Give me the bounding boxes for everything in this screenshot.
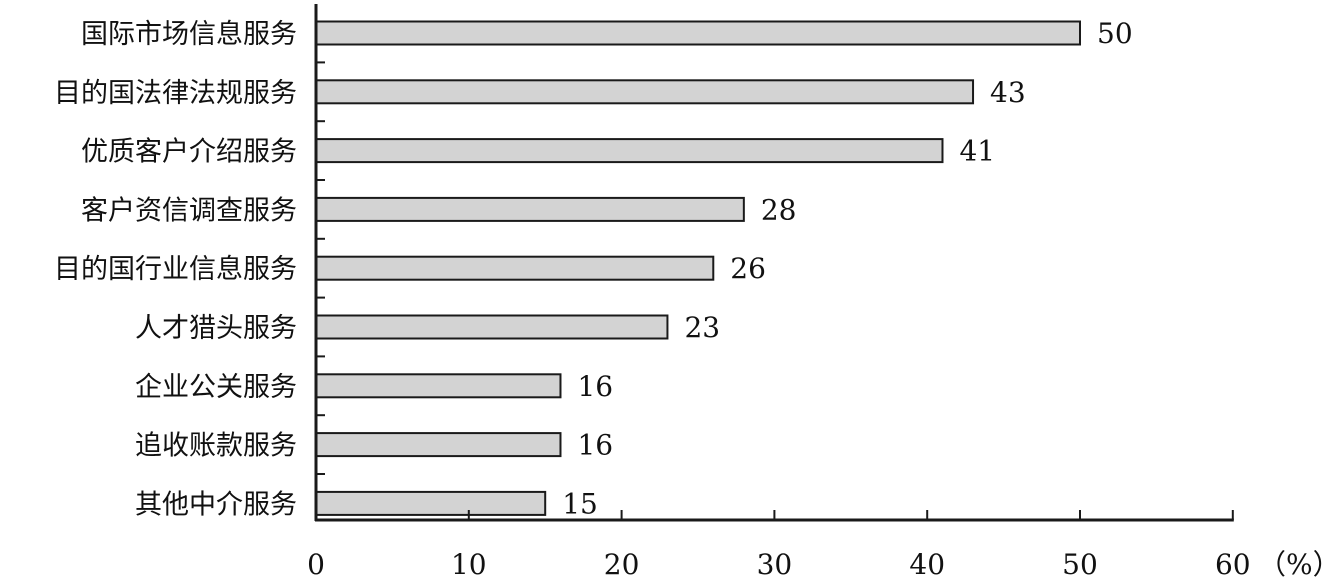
data-label: 43: [990, 76, 1026, 109]
bar: [315, 432, 562, 458]
category-label: 其他中介服务: [135, 489, 297, 520]
category-label: 目的国行业信息服务: [54, 254, 297, 285]
axes-group: [314, 4, 1234, 522]
category-label: 企业公关服务: [135, 372, 297, 403]
data-label: 23: [684, 311, 720, 344]
bar: [315, 255, 715, 281]
bar: [315, 138, 944, 164]
bar: [315, 490, 547, 516]
labels-group: 国际市场信息服务 50 目的国法律法规服务 43 优质客户介绍服务 41 客户资信调查服务 2…: [54, 17, 1251, 581]
category-label: 人才猎头服务: [135, 313, 297, 344]
bar: [315, 20, 1081, 46]
data-label: 41: [959, 135, 995, 168]
x-tick-label: 60: [1215, 548, 1251, 580]
data-label: 50: [1097, 17, 1133, 50]
data-label: 28: [761, 193, 797, 226]
bar: [315, 79, 975, 105]
category-label: 优质客户介绍服务: [81, 137, 297, 168]
x-tick-label: 30: [757, 548, 793, 580]
bar: [315, 314, 669, 340]
bars-group: [315, 20, 1081, 516]
x-tick-label: 40: [909, 548, 945, 580]
x-axis-unit-label: （%）: [1258, 548, 1329, 580]
category-label: 客户资信调查服务: [81, 195, 297, 226]
x-tick-label: 10: [451, 548, 487, 580]
x-tick-label: 20: [604, 548, 640, 580]
category-label: 追收账款服务: [135, 431, 297, 462]
data-label: 15: [562, 487, 598, 520]
x-tick-label: 0: [307, 548, 325, 580]
bar: [315, 196, 745, 222]
data-label: 16: [577, 370, 613, 403]
data-label: 16: [577, 429, 613, 462]
bar: [315, 373, 562, 399]
category-label: 目的国法律法规服务: [54, 78, 297, 109]
category-label: 国际市场信息服务: [81, 19, 297, 50]
x-tick-label: 50: [1062, 548, 1098, 580]
data-label: 26: [730, 252, 766, 285]
